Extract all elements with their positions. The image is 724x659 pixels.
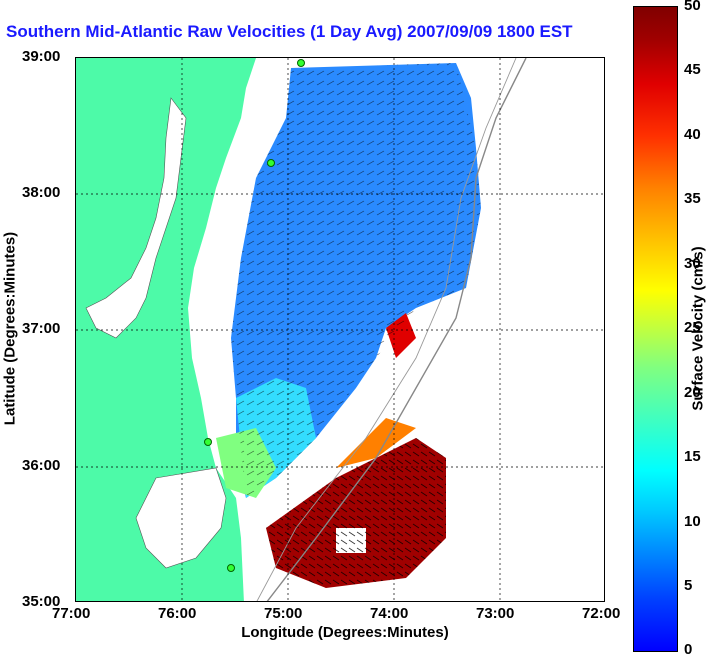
colorbar-tick-label: 20 (684, 384, 701, 401)
y-axis-label: Latitude (Degrees:Minutes) (1, 231, 19, 426)
grid-lines (76, 58, 604, 601)
map-svg (76, 58, 604, 601)
x-tick-label: 74:00 (370, 605, 409, 622)
bathymetry-contour (266, 58, 527, 601)
map-plot-area (75, 57, 605, 602)
x-tick-label: 72:00 (582, 605, 621, 622)
colorbar-tick-label: 40 (684, 126, 701, 143)
map-title: Southern Mid-Atlantic Raw Velocities (1 … (6, 22, 573, 41)
vector-arrows (231, 63, 481, 498)
vector-arrows-dense (266, 438, 446, 588)
radar-site-marker (297, 59, 305, 67)
x-tick-label: 76:00 (158, 605, 197, 622)
colorbar-tick-label: 50 (684, 0, 701, 14)
chesapeake-bay (85, 97, 187, 339)
radar-sites (204, 59, 305, 572)
colorbar-tick-label: 15 (684, 448, 701, 465)
y-tick-label: 35:00 (22, 593, 61, 610)
colorbar-tick-label: 10 (684, 513, 701, 530)
velocity-field-orange (336, 418, 416, 468)
colorbar-tick-label: 0 (684, 641, 693, 658)
y-tick-label: 36:00 (22, 457, 61, 474)
colorbar-tick-label: 25 (684, 319, 701, 336)
x-axis-label: Longitude (Degrees:Minutes) (241, 624, 449, 641)
x-tick-label: 75:00 (264, 605, 303, 622)
pamlico-sound (135, 467, 227, 569)
x-tick-label: 77:00 (52, 605, 91, 622)
y-tick-label: 37:00 (22, 320, 61, 337)
colorbar (633, 6, 678, 652)
radar-site-marker (267, 159, 275, 167)
y-tick-label: 39:00 (22, 48, 61, 65)
bathymetry-contour (256, 58, 517, 601)
y-tick-label: 38:00 (22, 184, 61, 201)
colorbar-tick-label: 45 (684, 61, 701, 78)
x-tick-label: 73:00 (476, 605, 515, 622)
radar-site-marker (227, 564, 235, 572)
colorbar-tick-label: 35 (684, 190, 701, 207)
colorbar-tick-label: 5 (684, 577, 693, 594)
y-axis-label-wrap: Latitude (Degrees:Minutes) (0, 180, 20, 480)
colorbar-tick-label: 30 (684, 255, 701, 272)
radar-site-marker (204, 438, 212, 446)
colorbar-label: Surface Velocity (cm/s) (689, 246, 707, 411)
